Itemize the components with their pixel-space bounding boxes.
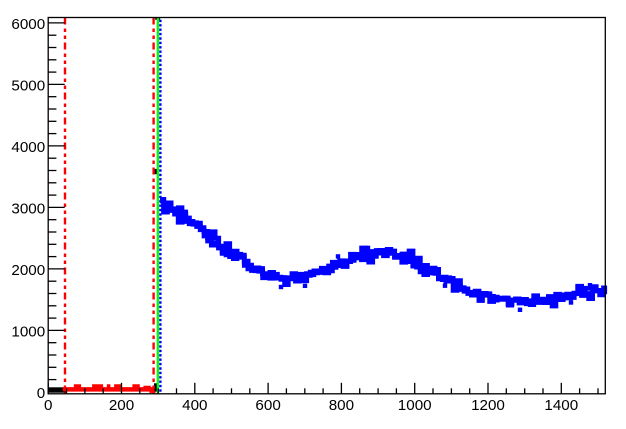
svg-text:0: 0: [37, 385, 45, 402]
svg-text:800: 800: [329, 397, 354, 414]
svg-text:6000: 6000: [11, 16, 45, 33]
svg-text:1400: 1400: [544, 397, 578, 414]
svg-text:3000: 3000: [11, 200, 45, 217]
svg-text:400: 400: [182, 397, 207, 414]
svg-text:1000: 1000: [11, 323, 45, 340]
svg-text:0: 0: [44, 397, 52, 414]
svg-text:1000: 1000: [398, 397, 432, 414]
svg-text:200: 200: [109, 397, 134, 414]
svg-text:4000: 4000: [11, 139, 45, 156]
svg-text:1200: 1200: [471, 397, 505, 414]
svg-text:5000: 5000: [11, 77, 45, 94]
svg-text:600: 600: [255, 397, 280, 414]
svg-text:2000: 2000: [11, 262, 45, 279]
